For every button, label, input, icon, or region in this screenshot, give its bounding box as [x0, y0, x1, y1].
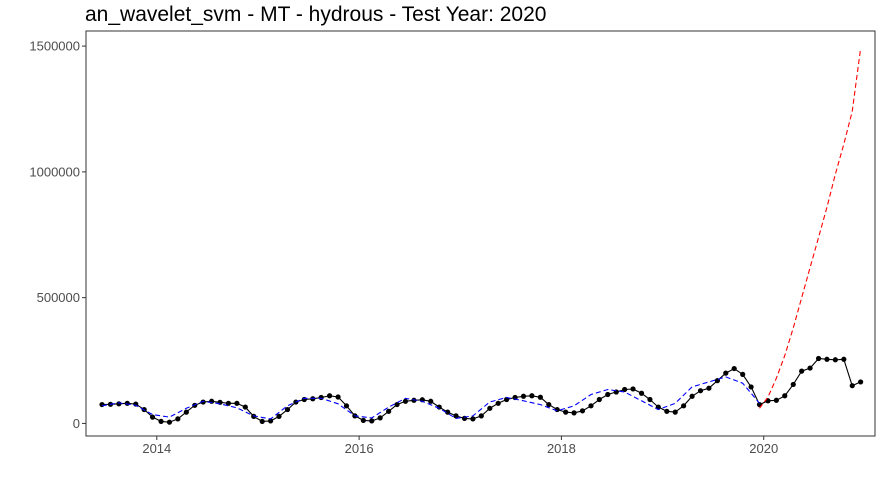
actual-data-point	[166, 419, 173, 425]
actual-data-point	[149, 414, 156, 420]
y-axis: 0 500000 1000000 1500000	[29, 39, 86, 431]
actual-data-point	[520, 393, 527, 399]
actual-data-point	[849, 383, 855, 389]
actual-data-point	[706, 385, 712, 391]
actual-data-point	[386, 408, 392, 414]
actual-data-point	[799, 368, 805, 374]
actual-data-point	[858, 379, 864, 385]
y-tick-label: 500000	[37, 290, 80, 305]
actual-data-point	[402, 398, 409, 404]
actual-data-point	[731, 365, 737, 372]
actual-data-point	[326, 393, 333, 399]
actual-data-point	[681, 403, 687, 409]
actual-data-point	[445, 409, 451, 415]
actual-data-point	[672, 409, 678, 415]
actual-data-point	[158, 418, 164, 425]
plot-panel	[85, 30, 876, 437]
x-tick-label: 2016	[345, 441, 374, 456]
actual-data-point	[748, 384, 754, 390]
x-axis: 2014 2016 2018 2020	[142, 436, 778, 456]
forecast-series-line	[759, 48, 862, 409]
actual-data-point	[242, 404, 248, 410]
actual-data-point	[697, 388, 704, 394]
actual-data-point	[301, 396, 307, 403]
actual-data-point	[200, 399, 206, 405]
x-tick-label: 2018	[547, 441, 576, 456]
actual-data-point	[782, 393, 788, 399]
actual-data-point	[99, 401, 105, 408]
actual-data-point	[495, 400, 501, 406]
actual-data-point	[647, 396, 653, 403]
actual-data-point	[428, 398, 434, 404]
x-tick-label: 2014	[142, 441, 171, 456]
actual-data-point	[470, 416, 476, 422]
actual-data-point	[605, 391, 611, 398]
actual-data-point	[563, 409, 569, 415]
actual-data-point	[436, 404, 442, 410]
actual-data-point	[116, 401, 122, 407]
actual-data-point	[596, 396, 602, 403]
actual-data-point	[807, 365, 813, 371]
actual-data-point	[529, 393, 535, 399]
actual-data-point	[622, 386, 628, 393]
actual-data-point	[546, 401, 552, 408]
actual-data-point	[689, 393, 695, 399]
actual-data-point	[394, 401, 400, 408]
actual-data-point	[335, 394, 341, 400]
actual-data-point	[343, 403, 350, 409]
actual-data-point	[175, 416, 181, 422]
actual-data-point	[478, 413, 484, 419]
chart-title: an_wavelet_svm - MT - hydrous - Test Yea…	[85, 3, 546, 26]
actual-data-point	[276, 413, 282, 419]
actual-data-point	[664, 408, 670, 414]
actual-data-point	[453, 413, 459, 419]
actual-data-point	[377, 415, 383, 421]
fitted-series-line	[101, 376, 760, 420]
actual-data-point	[124, 400, 130, 406]
actual-data-point	[790, 381, 796, 388]
y-tick-label: 1500000	[29, 39, 80, 54]
actual-data-point	[630, 386, 636, 392]
actual-data-point	[369, 418, 375, 424]
actual-data-point	[579, 408, 586, 414]
actual-data-point	[723, 370, 729, 376]
actual-data-point	[824, 356, 830, 362]
actual-data-point	[259, 418, 265, 425]
actual-data-point	[832, 357, 838, 363]
actual-data-point	[284, 406, 291, 413]
series-layer	[99, 48, 864, 425]
actual-data-point	[841, 356, 847, 362]
actual-data-point	[588, 403, 594, 409]
actual-data-point	[512, 394, 518, 401]
actual-data-point	[537, 394, 543, 400]
y-tick-label: 1000000	[29, 164, 80, 179]
x-tick-label: 2020	[749, 441, 778, 456]
actual-data-point	[740, 371, 746, 377]
actual-data-point	[571, 410, 577, 416]
actual-data-point	[487, 405, 493, 411]
actual-data-point	[225, 400, 232, 406]
y-tick-label: 0	[73, 416, 80, 431]
actual-data-point	[268, 418, 274, 424]
actual-data-point	[360, 417, 366, 424]
actual-data-point	[234, 400, 240, 406]
actual-data-point	[815, 355, 822, 362]
actual-data-point	[183, 409, 189, 415]
actual-data-point	[773, 397, 779, 403]
actual-data-point	[638, 390, 645, 396]
